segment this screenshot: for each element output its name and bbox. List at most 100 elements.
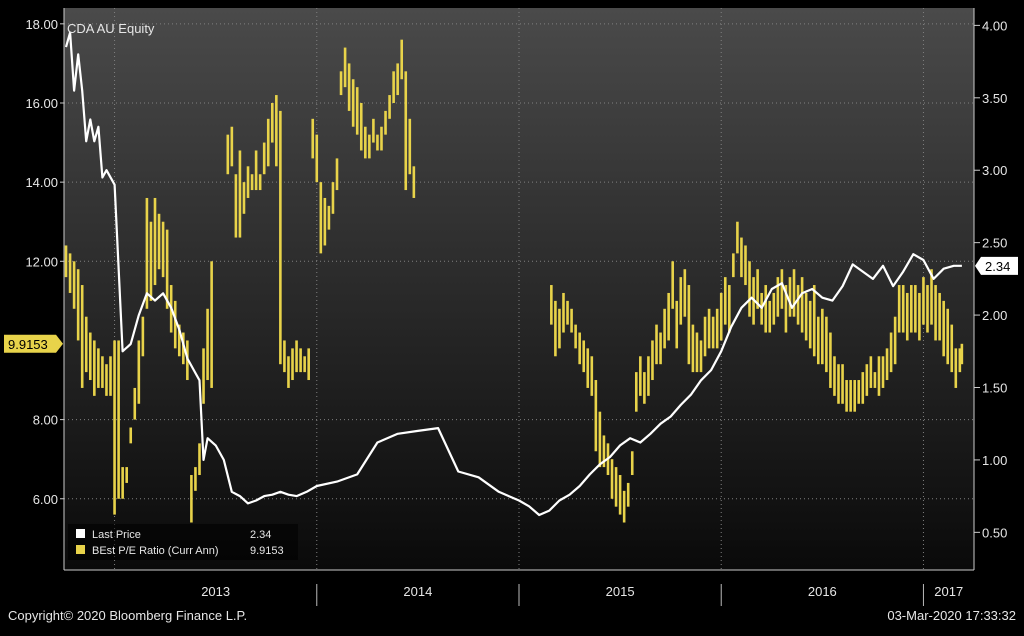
legend-name: BEst P/E Ratio (Curr Ann) [92, 545, 219, 557]
pe-bar [821, 308, 824, 365]
pe-bar [707, 308, 711, 349]
pe-bar [392, 71, 395, 103]
pe-bar [768, 300, 772, 333]
pe-bar [299, 348, 302, 373]
pe-bar [173, 300, 177, 349]
pe-last-tag [4, 334, 63, 353]
pe-bar [703, 316, 707, 357]
pe-bar [586, 348, 590, 388]
pe-bar [84, 316, 88, 373]
copyright-text: Copyright© 2020 Bloomberg Finance L.P. [8, 608, 248, 623]
pe-bar [634, 372, 638, 412]
right-axis: 0.50 1.00 1.50 2.00 2.50 3.00 3.50 4.00 [973, 8, 1007, 570]
legend-box [68, 524, 298, 560]
pe-bar [230, 126, 234, 167]
right-tick-label: 2.00 [982, 308, 1007, 323]
pe-bar [335, 158, 339, 191]
pe-bar [715, 308, 719, 349]
pe-bar [804, 292, 808, 341]
pe-bar [756, 269, 759, 309]
pe-bar [72, 261, 76, 309]
pe-bar [64, 245, 68, 278]
pe-bar [829, 332, 832, 388]
pe-bar [679, 277, 683, 325]
pe-bar [869, 356, 873, 388]
pe-bar [275, 95, 278, 167]
pe-bar [562, 292, 565, 333]
pe-bar [554, 300, 557, 357]
pe-bar [643, 372, 646, 404]
pe-bar [893, 316, 897, 365]
pe-bar [315, 134, 319, 183]
pe-bar [857, 380, 861, 404]
right-tick-label: 3.00 [982, 163, 1007, 178]
pe-bar [339, 71, 343, 96]
pe-bar [307, 348, 310, 381]
legend-swatch [76, 529, 85, 538]
pe-bar [141, 316, 145, 357]
pe-bar [950, 324, 954, 373]
left-tick-label: 14.00 [25, 175, 58, 190]
left-tick-label: 12.00 [25, 254, 58, 269]
last-value-labels: 2.34 9.9153 [4, 256, 1018, 353]
right-tick-label: 2.50 [982, 236, 1007, 251]
year-label-2013: 2013 [201, 584, 230, 599]
pe-bar [311, 118, 315, 159]
pe-bar [149, 221, 153, 301]
pe-bar [748, 261, 751, 317]
pe-bar [958, 348, 962, 373]
pe-bar [384, 110, 387, 135]
right-tick-label: 1.00 [982, 453, 1007, 468]
left-tick-label: 6.00 [33, 492, 58, 507]
pe-bar [812, 285, 816, 357]
pe-bar [161, 221, 165, 278]
pe-bar [242, 182, 246, 214]
pe-bar [594, 380, 598, 452]
pe-bar [930, 269, 933, 325]
pe-bar [808, 300, 812, 349]
pe-bar [327, 205, 331, 230]
pe-bar [780, 269, 784, 309]
left-tick-label: 16.00 [25, 96, 58, 111]
pe-bar [408, 118, 412, 175]
pe-bar [258, 174, 262, 191]
pe-bar [129, 427, 133, 444]
pe-bar [744, 245, 747, 286]
pe-bar [388, 95, 391, 119]
left-tick-label: 18.00 [25, 17, 58, 32]
left-axis: 6.00 8.00 12.00 14.00 16.00 18.00 [25, 8, 65, 570]
pe-bar [400, 39, 404, 80]
pe-bar [905, 292, 909, 341]
pe-bar [117, 340, 120, 499]
pe-bar [262, 142, 266, 175]
year-label-2016: 2016 [808, 584, 837, 599]
pe-bar [841, 364, 844, 404]
pe-bar [865, 364, 869, 396]
pe-bar [376, 134, 379, 151]
pe-bar [833, 356, 836, 396]
pe-bar [165, 229, 169, 309]
pe-bar [210, 261, 213, 388]
pe-bar [695, 332, 699, 373]
pe-bar [728, 285, 731, 333]
pe-bar [404, 71, 408, 191]
pe-bar [691, 324, 695, 373]
legend-value: 2.34 [250, 529, 271, 541]
pe-bar [792, 269, 796, 317]
pe-bar [675, 300, 679, 349]
pe-bar [97, 348, 100, 388]
pe-bar [351, 79, 355, 127]
legend-name: Last Price [92, 529, 141, 541]
year-label-2017: 2017 [934, 584, 963, 599]
pe-bar [655, 324, 658, 365]
pe-bar [323, 197, 327, 246]
pe-bar [683, 269, 687, 317]
pe-bar [266, 118, 270, 167]
pe-bar [732, 253, 735, 278]
pe-last-label: 9.9153 [8, 337, 48, 352]
pe-bar [270, 102, 274, 143]
price-series [64, 31, 962, 517]
right-tick-label: 1.50 [982, 380, 1007, 395]
